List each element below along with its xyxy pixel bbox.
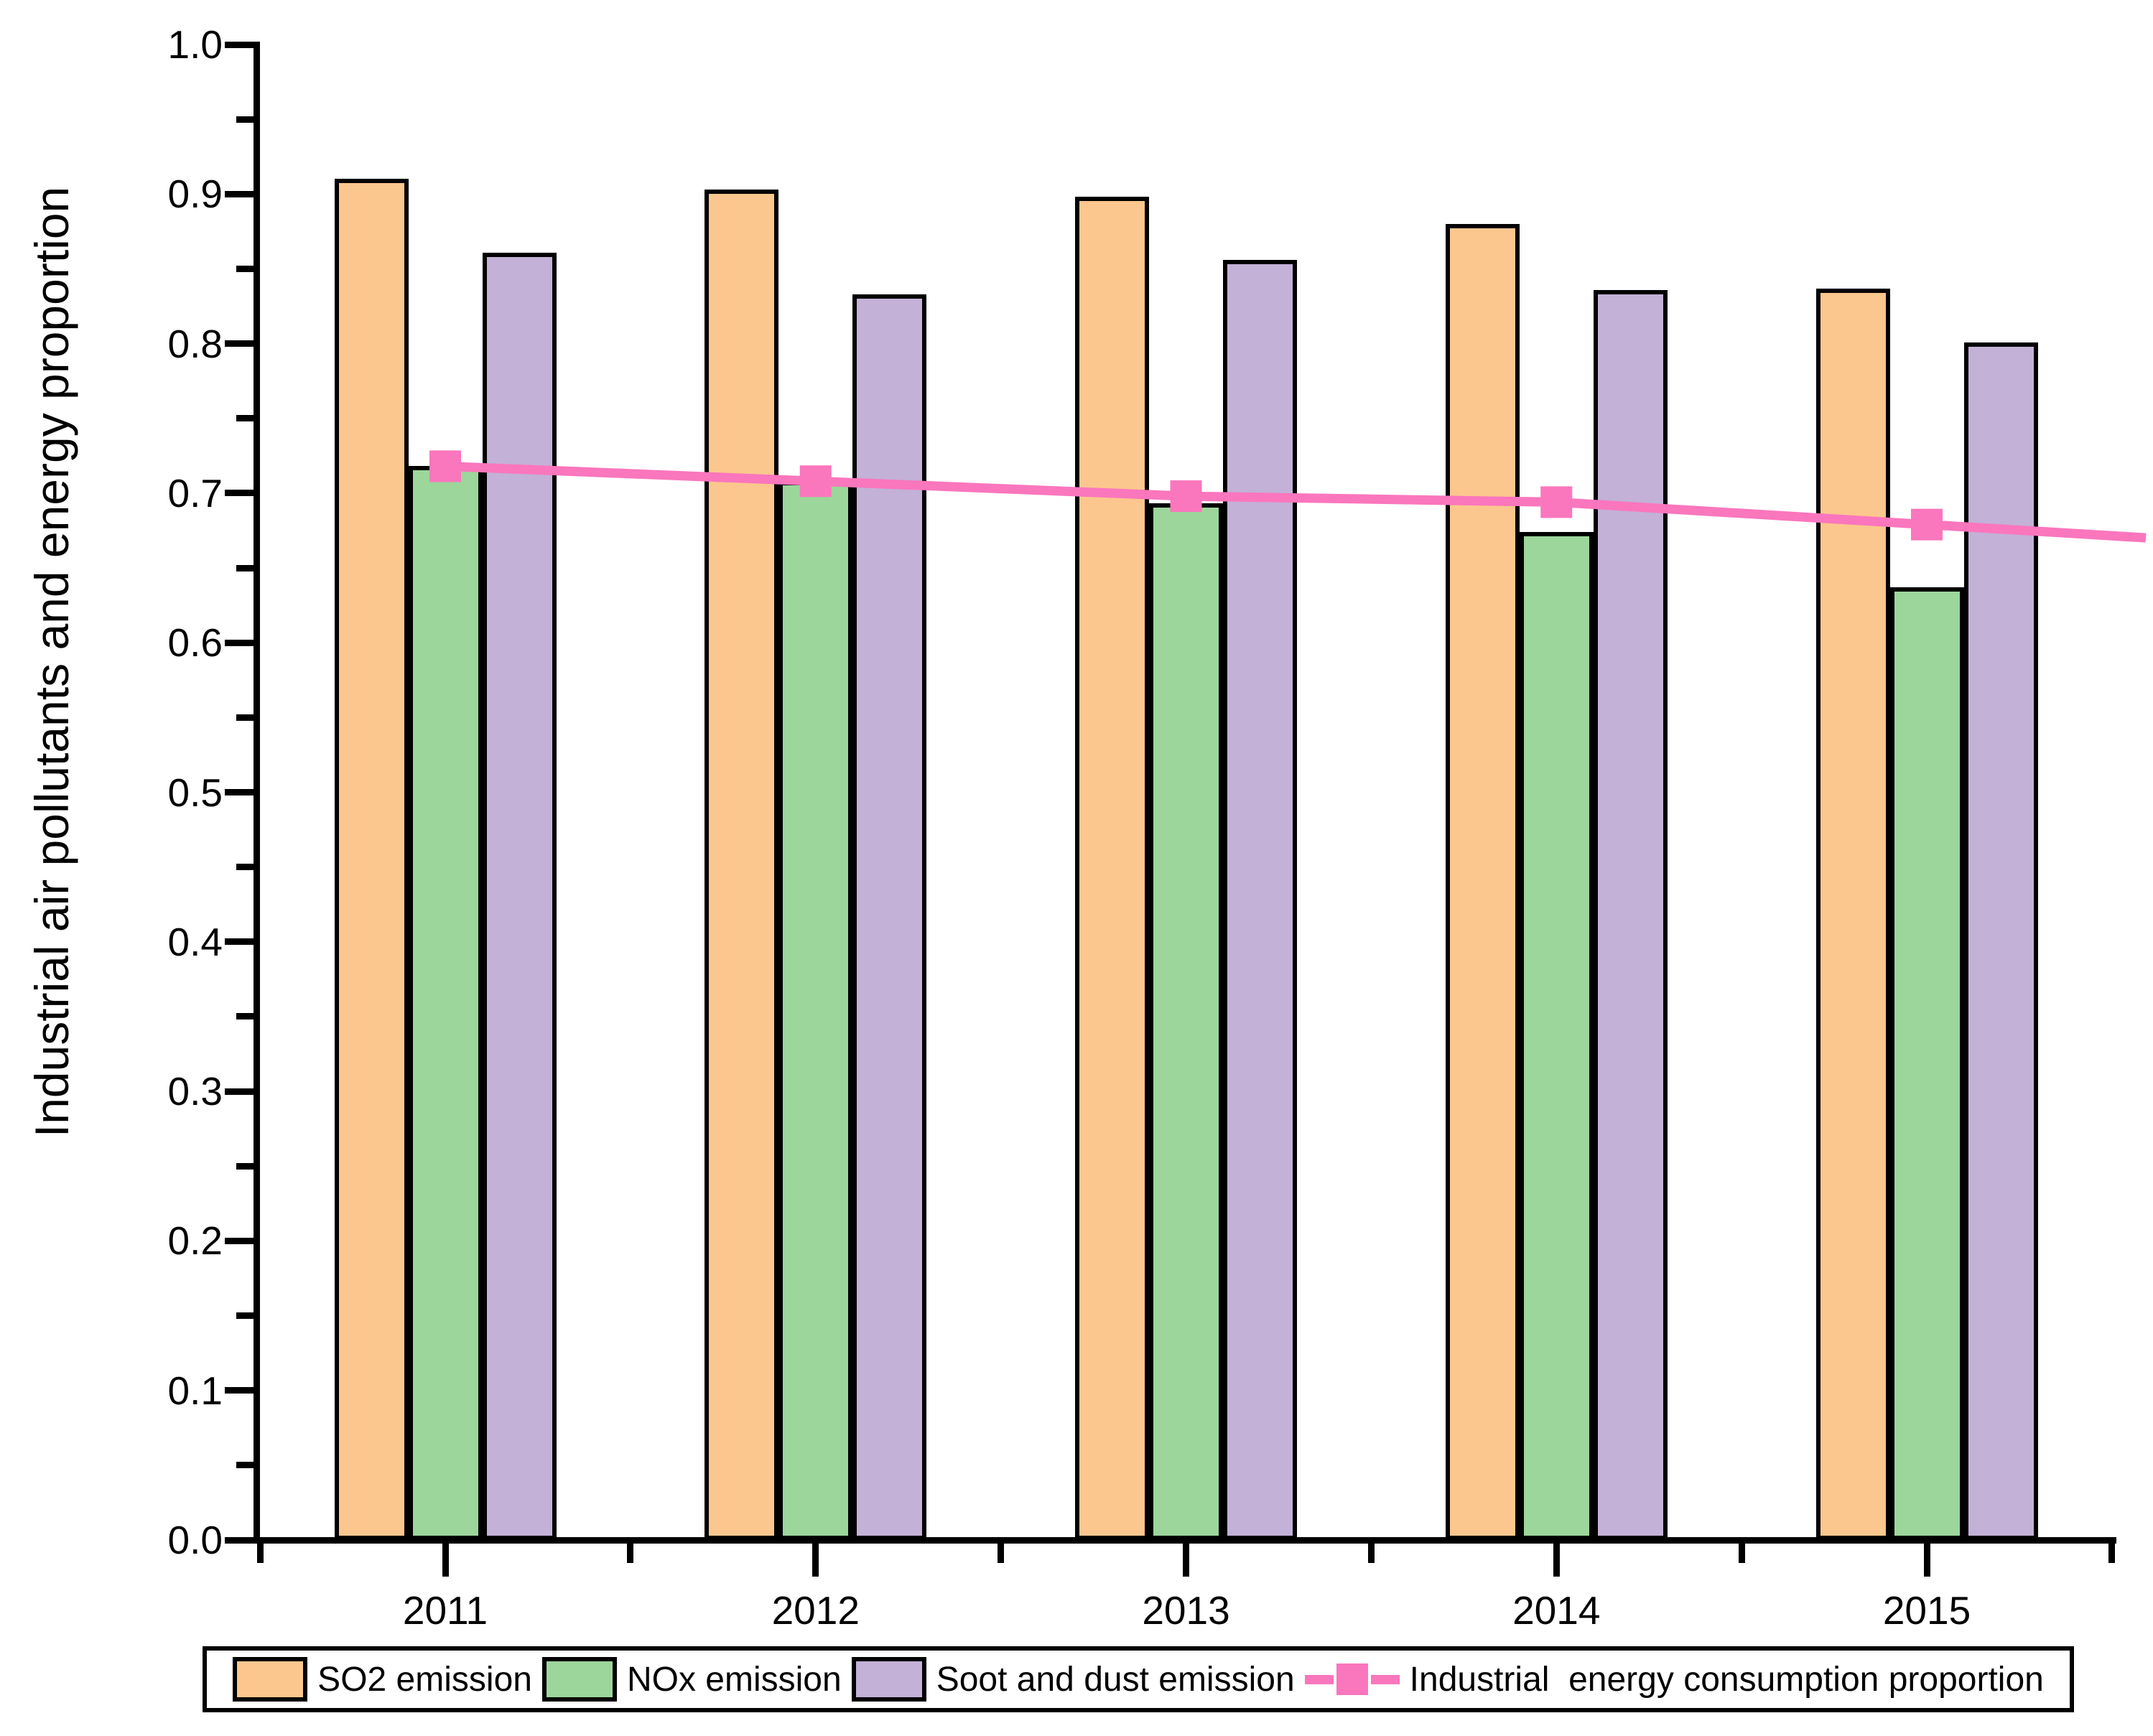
bar-nox-emission-2011 [408,466,483,1540]
legend-line-marker-sample [1304,1663,1400,1695]
bar-soot-and-dust-emission-2013 [1223,259,1297,1540]
y-minor-tick [236,1162,254,1170]
y-tick-label: 0.7 [167,470,223,515]
y-major-tick [225,340,254,347]
y-tick-label: 1.0 [167,22,223,67]
x-axis-line [254,1537,2116,1544]
y-major-tick [225,1088,254,1095]
x-minor-tick [256,1544,264,1563]
bar-so2-emission-2012 [705,190,779,1540]
legend-item-soot-and-dust-emission: Soot and dust emission [851,1657,1295,1702]
x-minor-tick [998,1544,1005,1563]
legend-item-industrial-energy-consumption-proportion: Industrial energy consumption proportion [1304,1660,2044,1699]
y-tick-label: 0.8 [167,321,223,366]
y-major-tick [225,789,254,795]
legend: SO2 emission NOx emission Soot and dust em… [203,1646,2074,1712]
x-tick-label: 2011 [402,1588,488,1633]
x-minor-tick [1367,1544,1375,1563]
bar-soot-and-dust-emission-2015 [1963,342,2038,1540]
bar-nox-emission-2015 [1889,587,1964,1540]
y-major-tick [225,41,254,48]
y-minor-tick [236,564,254,571]
y-minor-tick [236,714,254,721]
bar-so2-emission-2011 [334,179,409,1540]
x-minor-tick [2108,1544,2116,1563]
y-major-tick [225,1237,254,1244]
bar-nox-emission-2013 [1149,503,1223,1540]
bar-soot-and-dust-emission-2011 [482,252,557,1540]
legend-swatch-so2-emission [233,1657,308,1702]
y-tick-label: 0.0 [167,1518,223,1562]
y-major-tick [225,1387,254,1394]
legend-item-nox-emission: NOx emission [541,1657,842,1702]
energy-line-marker-2015 [1911,508,1943,541]
dash-icon [1370,1674,1400,1684]
x-major-tick [812,1544,819,1577]
legend-item-so2-emission: SO2 emission [233,1657,532,1702]
x-minor-tick [627,1544,634,1563]
square-marker-icon [1336,1663,1368,1695]
y-axis-title: Industrial air pollutants and energy pro… [25,186,78,1138]
x-tick-label: 2014 [1512,1588,1601,1633]
y-minor-tick [236,1013,254,1020]
x-major-tick [1553,1544,1560,1577]
bar-nox-emission-2012 [778,481,853,1540]
y-tick-label: 0.3 [167,1069,223,1114]
y-tick-label: 0.4 [167,919,223,964]
legend-label: SO2 emission [317,1660,532,1699]
y-minor-tick [236,1312,254,1320]
bar-so2-emission-2014 [1445,223,1520,1540]
y-minor-tick [236,864,254,871]
y-major-tick [225,490,254,497]
y-minor-tick [236,1462,254,1469]
y-minor-tick [236,116,254,123]
x-tick-label: 2015 [1882,1588,1971,1633]
legend-label: NOx emission [626,1660,842,1699]
legend-swatch-soot-and-dust-emission [851,1657,926,1702]
bar-soot-and-dust-emission-2012 [852,294,927,1540]
y-tick-label: 0.9 [167,172,223,217]
y-axis-spine [254,42,260,1544]
legend-label: Industrial energy consumption proportion [1409,1660,2044,1699]
x-major-tick [442,1544,449,1577]
y-tick-label: 0.2 [167,1218,223,1264]
bar-soot-and-dust-emission-2014 [1593,289,1668,1540]
x-tick-label: 2013 [1142,1588,1230,1633]
y-tick-label: 0.6 [167,620,223,666]
x-tick-label: 2012 [771,1588,860,1633]
dash-icon [1304,1674,1334,1684]
legend-swatch-nox-emission [541,1657,617,1702]
y-tick-label: 0.5 [167,770,223,815]
x-minor-tick [1738,1544,1745,1563]
y-tick-label: 0.1 [167,1368,223,1413]
x-major-tick [1923,1544,1930,1577]
legend-label: Soot and dust emission [936,1660,1295,1699]
x-major-tick [1183,1544,1189,1577]
y-major-tick [225,190,254,197]
y-major-tick [225,639,254,646]
y-minor-tick [236,265,254,272]
bar-nox-emission-2014 [1519,532,1594,1540]
energy-line-marker-2014 [1540,486,1573,518]
y-major-tick [225,1536,254,1544]
y-minor-tick [236,415,254,422]
y-major-tick [225,938,254,946]
bar-so2-emission-2013 [1075,197,1149,1540]
bar-so2-emission-2015 [1815,288,1890,1540]
